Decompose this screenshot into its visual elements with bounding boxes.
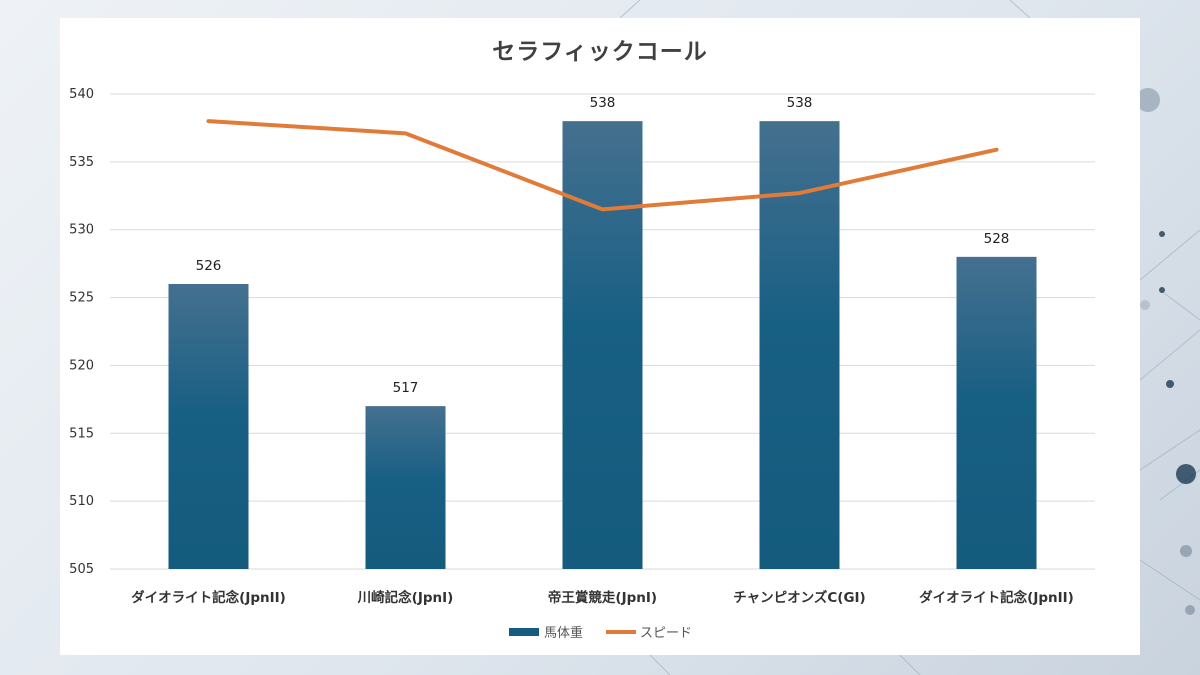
bar (168, 284, 249, 569)
y-tick-label: 520 (69, 358, 94, 373)
bar (562, 121, 643, 570)
bar-data-label: 526 (196, 258, 222, 274)
bar (365, 406, 446, 569)
legend-swatch-bar (509, 628, 539, 636)
x-category-label: 川崎記念(JpnI) (357, 589, 454, 606)
legend: 馬体重 スピード (509, 625, 692, 641)
bar (956, 256, 1037, 569)
y-tick-label: 510 (69, 494, 94, 509)
y-tick-label: 525 (69, 291, 94, 306)
chart-title: セラフィックコール (492, 39, 708, 65)
x-category-label: ダイオライト記念(JpnII) (919, 589, 1074, 606)
legend-label: 馬体重 (544, 625, 583, 641)
x-category-label: 帝王賞競走(JpnI) (548, 589, 657, 606)
bar-data-label: 538 (590, 95, 616, 111)
y-tick-label: 535 (69, 155, 94, 170)
legend-label: スピード (640, 626, 692, 641)
y-tick-label: 530 (69, 223, 94, 238)
bar-data-label: 528 (984, 231, 1010, 247)
combo-chart: セラフィックコール 505 510 515 520 525 530 535 540 526 51… (69, 39, 1095, 641)
y-tick-label: 540 (69, 87, 94, 102)
y-tick-label: 505 (69, 562, 94, 577)
chart-card: セラフィックコール 505 510 515 520 525 530 535 540 526 51… (60, 18, 1140, 655)
bar-data-label: 538 (787, 95, 813, 111)
x-category-label: チャンピオンズC(GI) (733, 589, 865, 606)
bar-data-label: 517 (393, 380, 419, 396)
x-category-label: ダイオライト記念(JpnII) (131, 589, 286, 606)
y-tick-label: 515 (69, 426, 94, 441)
